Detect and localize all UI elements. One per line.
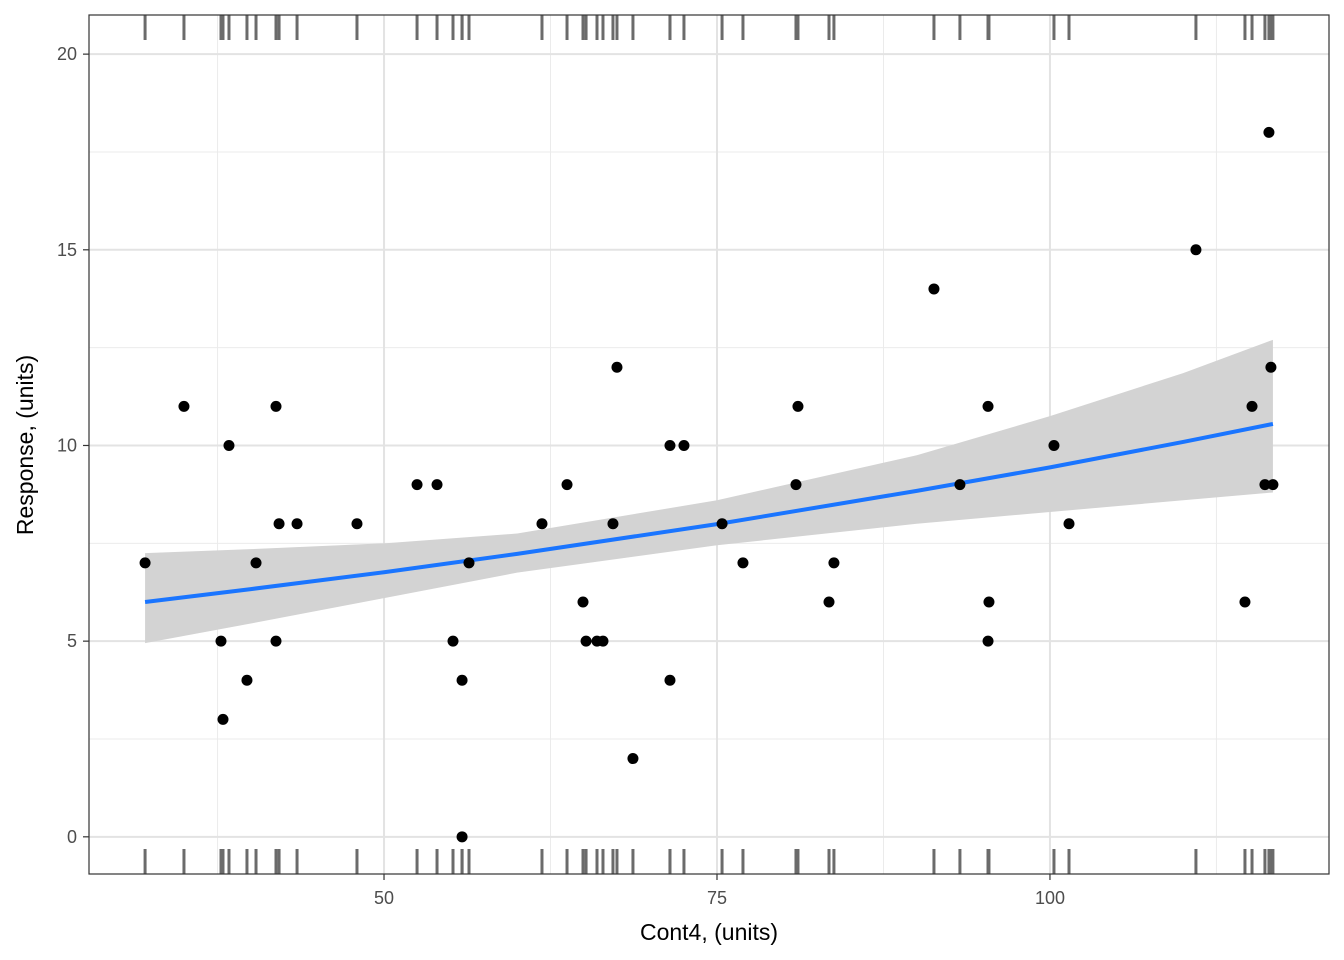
data-point — [1048, 439, 1060, 451]
data-point — [1239, 596, 1251, 608]
data-point — [291, 518, 303, 530]
data-point — [597, 635, 609, 647]
data-point — [607, 518, 619, 530]
data-point — [1063, 518, 1075, 530]
tick-group: 50 75 100 0 5 10 15 20 — [57, 44, 1065, 908]
confidence-ribbon-group — [145, 339, 1273, 644]
y-tick-label: 20 — [57, 44, 77, 64]
y-tick-label: 0 — [67, 827, 77, 847]
data-point — [463, 557, 475, 569]
confidence-ribbon — [145, 339, 1273, 644]
data-point — [447, 635, 459, 647]
data-point — [1267, 479, 1279, 491]
data-point — [828, 557, 840, 569]
data-point — [431, 479, 443, 491]
data-point — [223, 439, 235, 451]
data-point — [954, 479, 966, 491]
rug-group — [143, 15, 1275, 874]
y-tick-label: 10 — [57, 435, 77, 455]
y-tick-label: 5 — [67, 631, 77, 651]
data-point — [270, 400, 282, 412]
data-point — [270, 635, 282, 647]
data-point — [664, 674, 676, 686]
data-point — [273, 518, 285, 530]
data-point — [1265, 361, 1277, 373]
data-point — [928, 283, 940, 295]
data-point — [983, 596, 995, 608]
data-point — [1190, 244, 1202, 256]
data-point — [823, 596, 835, 608]
data-point — [611, 361, 623, 373]
data-point — [241, 674, 253, 686]
panel-border — [88, 14, 1330, 875]
x-tick-label: 100 — [1035, 888, 1065, 908]
data-point — [536, 518, 548, 530]
data-point — [351, 518, 363, 530]
data-point — [215, 635, 227, 647]
data-point — [737, 557, 749, 569]
data-point — [580, 635, 592, 647]
data-point — [456, 674, 468, 686]
data-point — [456, 831, 468, 843]
x-tick-label: 75 — [707, 888, 727, 908]
x-tick-label: 50 — [374, 888, 394, 908]
data-point — [178, 400, 190, 412]
y-tick-label: 15 — [57, 240, 77, 260]
x-axis-title: Cont4, (units) — [640, 919, 778, 945]
data-point — [577, 596, 589, 608]
data-point — [678, 439, 690, 451]
data-point — [411, 479, 423, 491]
data-point — [1259, 479, 1271, 491]
data-point — [1246, 400, 1258, 412]
data-point — [664, 439, 676, 451]
y-axis-title: Response, (units) — [12, 355, 38, 535]
data-point — [250, 557, 262, 569]
data-point — [982, 635, 994, 647]
data-point — [561, 479, 573, 491]
data-point — [982, 400, 994, 412]
data-point — [792, 400, 804, 412]
data-point — [217, 713, 229, 725]
data-point — [716, 518, 728, 530]
data-point — [627, 753, 639, 765]
data-point — [1263, 126, 1275, 138]
data-point — [139, 557, 151, 569]
data-point — [790, 479, 802, 491]
points-group — [139, 126, 1279, 843]
